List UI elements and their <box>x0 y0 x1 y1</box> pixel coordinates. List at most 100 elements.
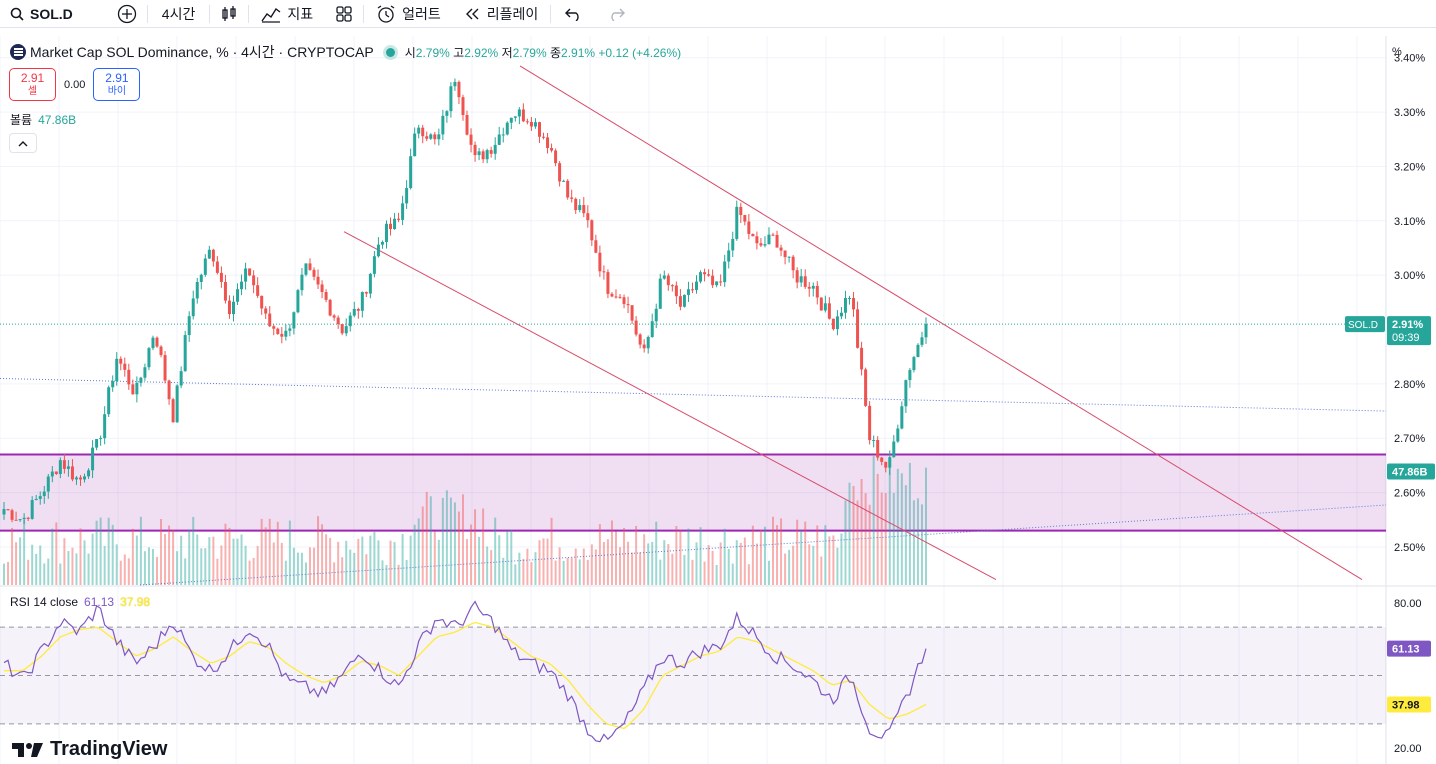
candle-body <box>791 256 795 271</box>
candle-body <box>682 294 686 307</box>
volume-bar <box>35 553 38 585</box>
undo-button[interactable] <box>551 0 597 28</box>
blue-trendline <box>0 377 1387 412</box>
candle-body <box>328 299 332 316</box>
volume-bar <box>143 551 146 585</box>
candle-body <box>558 163 562 182</box>
candle-body <box>554 150 558 164</box>
candle-body <box>827 303 831 319</box>
candle-body <box>356 308 360 311</box>
volume-bar <box>131 528 134 585</box>
candle-body <box>715 281 719 286</box>
candle-body <box>690 289 694 291</box>
collapse-legend-button[interactable] <box>9 133 37 153</box>
volume-bar <box>23 519 26 585</box>
volume-bar <box>433 531 436 585</box>
candle-body <box>501 134 505 136</box>
candle-body <box>280 333 284 337</box>
indicators-button[interactable]: 지표 <box>249 0 325 28</box>
tradingview-logo[interactable]: TradingView <box>12 738 167 761</box>
candle-body <box>336 317 340 325</box>
candle-body <box>163 355 167 381</box>
candle-body <box>674 285 678 297</box>
volume-bar <box>780 518 783 585</box>
candle-body <box>401 203 405 220</box>
candle-body <box>771 234 775 236</box>
candle-body <box>546 137 550 149</box>
volume-bar <box>220 545 223 585</box>
buy-button[interactable]: 2.91 바이 <box>93 68 141 101</box>
layouts-button[interactable] <box>325 0 363 28</box>
volume-bar <box>667 544 670 585</box>
candle-body <box>904 380 908 407</box>
candle-body <box>735 206 739 239</box>
candle-body <box>292 312 296 329</box>
price-tick-label: 3.30% <box>1394 107 1425 119</box>
volume-bar <box>840 533 843 585</box>
candle-body <box>417 127 421 134</box>
volume-bar <box>610 520 613 585</box>
price-tick-label: 2.80% <box>1394 379 1425 391</box>
candle-body <box>888 457 892 468</box>
candle-body <box>795 270 799 283</box>
volume-bar <box>514 564 517 585</box>
volume-bar <box>87 553 90 585</box>
chart-type-button[interactable] <box>210 0 248 28</box>
spread-value: 0.00 <box>64 78 86 91</box>
candle-body <box>54 471 58 475</box>
volume-bar <box>111 524 114 585</box>
compare-button[interactable] <box>107 0 147 28</box>
candle-body <box>767 234 771 245</box>
candle-body <box>727 250 731 262</box>
candle-body <box>570 197 574 199</box>
volume-bar <box>212 536 215 585</box>
volume-bar <box>204 548 207 585</box>
volume-bar <box>425 491 428 585</box>
candle-body <box>658 278 662 309</box>
candle-body <box>598 252 602 272</box>
volume-bar <box>486 546 489 585</box>
candle-body <box>284 330 288 337</box>
volume-bar <box>767 560 770 585</box>
candle-body <box>743 215 747 222</box>
volume-bar <box>345 540 348 585</box>
interval-button[interactable]: 4시간 <box>148 0 210 28</box>
volume-bar <box>735 540 738 585</box>
candle-body <box>602 271 606 273</box>
alert-button[interactable]: 얼러트 <box>364 0 453 28</box>
volume-bar <box>723 528 726 585</box>
candle-body <box>300 274 304 291</box>
volume-bar <box>522 558 525 585</box>
volume-bar <box>353 552 356 585</box>
volume-bar <box>252 557 255 585</box>
redo-button[interactable] <box>597 0 635 28</box>
volume-bar <box>155 557 158 585</box>
volume-bar <box>27 559 30 585</box>
candle-body <box>509 117 513 123</box>
candle-body <box>707 274 711 276</box>
replay-button[interactable]: 리플레이 <box>453 0 551 28</box>
volume-bar <box>816 525 819 585</box>
candle-body <box>578 205 582 211</box>
candle-body <box>139 377 143 383</box>
candle-body <box>590 220 594 241</box>
volume-bar <box>542 538 545 585</box>
replay-label: 리플레이 <box>486 5 539 22</box>
candle-body <box>489 150 493 154</box>
candle-body <box>248 268 252 276</box>
volume-bar <box>365 554 368 585</box>
volume-bar <box>325 534 328 585</box>
volume-bar <box>453 502 456 585</box>
volume-bar <box>11 527 14 585</box>
volume-bar <box>357 538 360 585</box>
volume-bar <box>502 557 505 585</box>
volume-bar <box>240 534 243 585</box>
volume-bar <box>75 553 78 585</box>
candle-body <box>445 111 449 116</box>
volume-bar <box>691 559 694 585</box>
volume-bar <box>107 517 110 585</box>
candle-body <box>723 261 727 283</box>
sell-button[interactable]: 2.91 셀 <box>9 68 56 101</box>
symbol-search[interactable]: SOL.D <box>0 0 83 28</box>
